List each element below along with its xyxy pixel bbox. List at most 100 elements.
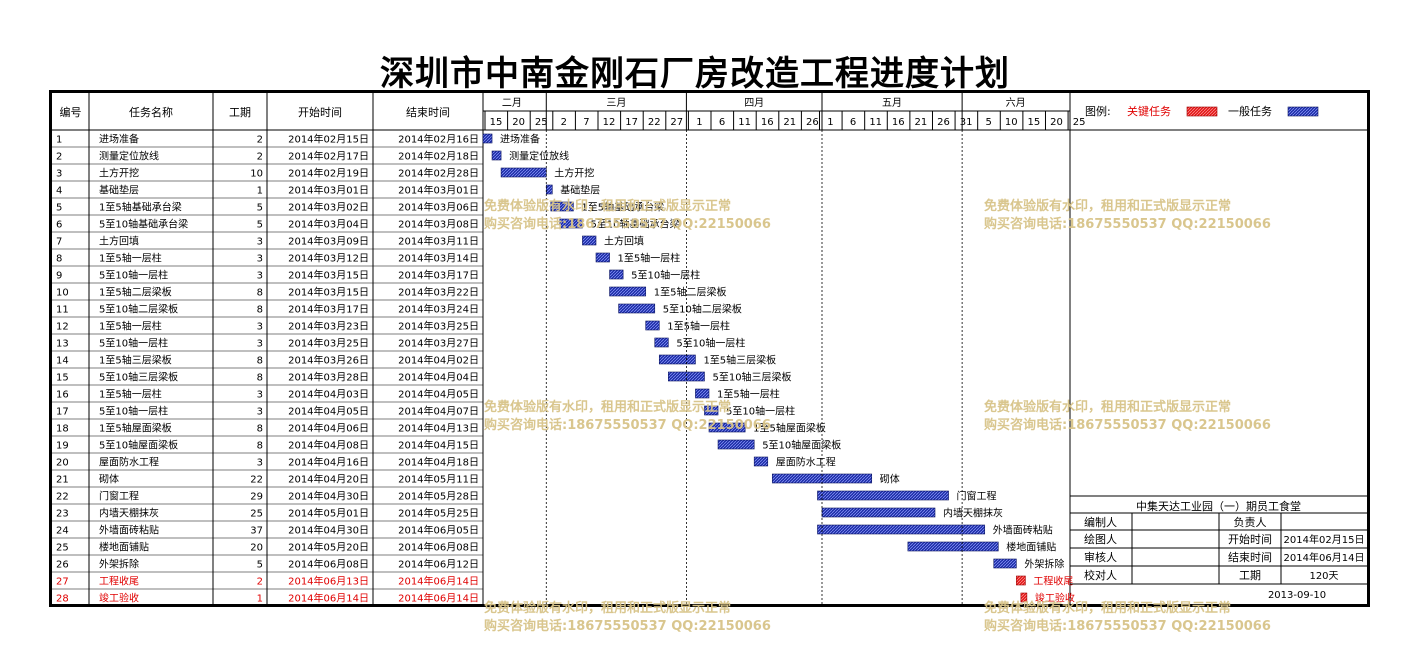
day-tick-label: 22 [648,117,661,128]
task-bar-label: 5至10轴二层梁板 [663,303,742,316]
task-bar [491,150,502,161]
task-bar-label: 5至10轴基础承台梁 [590,218,679,231]
task-duration: 2 [257,152,263,163]
task-bar [609,286,647,297]
task-duration: 2 [257,577,263,588]
task-id: 12 [56,322,69,333]
task-bar [1016,575,1026,586]
task-id: 7 [56,237,62,248]
task-end: 2014年03月22日 [398,286,479,299]
task-bar-label: 1至5轴基础承台梁 [581,201,664,214]
legend-normal-label: 一般任务 [1228,105,1272,118]
task-bar [545,184,553,195]
watermark: 免费体验版有水印，租用和正式版显示正常 购买咨询电话:18675550537 QQ… [484,399,771,435]
day-tick-label: 5 [985,117,991,128]
task-duration: 10 [250,169,263,180]
task-id: 18 [56,424,69,435]
task-end: 2014年02月16日 [398,133,479,146]
task-bar [907,541,999,552]
task-bar-label: 1至5轴三层梁板 [703,354,776,367]
task-id: 28 [56,594,69,605]
month-label: 四月 [744,97,764,109]
info-value: 2014年02月15日 [1284,533,1365,546]
watermark-line: 购买咨询电话:18675550537 QQ:22150066 [484,418,771,433]
task-start: 2014年04月30日 [288,524,369,537]
task-duration: 1 [257,594,263,605]
task-id: 8 [56,254,62,265]
task-end: 2014年03月17日 [398,269,479,282]
task-id: 17 [56,407,69,418]
day-tick-label: 1 [827,117,833,128]
day-tick-label: 25 [1073,117,1086,128]
task-bar-label: 屋面防水工程 [776,456,836,469]
watermark-line: 购买咨询电话:18675550537 QQ:22150066 [984,217,1271,232]
info-label: 负责人 [1234,515,1267,529]
task-start: 2014年02月17日 [288,150,369,163]
task-start: 2014年04月30日 [288,490,369,503]
task-start: 2014年04月05日 [288,405,369,418]
task-name: 外架拆除 [99,558,139,571]
watermark-line: 免费体验版有水印，租用和正式版显示正常 [484,601,732,616]
task-end: 2014年03月25日 [398,320,479,333]
day-tick-label: 26 [937,117,950,128]
task-bar-label: 5至10轴屋面梁板 [762,439,841,452]
task-bar [708,422,746,433]
task-duration: 29 [250,492,263,503]
day-tick-label: 16 [892,117,905,128]
task-id: 19 [56,441,69,452]
month-label: 二月 [502,97,522,109]
task-id: 4 [56,186,62,197]
task-name: 5至10轴三层梁板 [99,371,178,384]
watermark: 免费体验版有水印，租用和正式版显示正常购买咨询电话:18675550537 QQ… [984,198,1271,234]
task-bar-label: 竣工验收 [1035,592,1075,605]
task-name: 5至10轴屋面梁板 [99,439,178,452]
task-bar-label: 内墙天棚抹灰 [943,507,1003,520]
task-name: 屋面防水工程 [99,456,159,469]
task-name: 内墙天棚抹灰 [99,507,159,520]
task-bar-label: 测量定位放线 [509,150,569,163]
task-duration: 37 [250,526,263,537]
gantt-frame: 二月 三月 四月 五月 六月 15 20 25 2 7 12 17 22 27 1 6 11 16 21 26 1 6 11… [49,90,1370,607]
task-bar [753,456,769,467]
task-name: 1至5轴屋面梁板 [99,422,172,435]
task-bar-label: 进场准备 [500,133,540,146]
info-project: 中集天达工业园（一）期员工食堂 [1136,499,1301,513]
task-duration: 3 [257,339,263,350]
task-start: 2014年03月17日 [288,303,369,316]
task-duration: 3 [257,271,263,282]
watermark-line: 免费体验版有水印，租用和正式版显示正常 [984,400,1232,415]
watermark: 免费体验版有水印，租用和正式版显示正常 购买咨询电话:18675550537 QQ… [484,600,771,636]
task-end: 2014年04月15日 [398,439,479,452]
task-start: 2014年03月02日 [288,201,369,214]
task-bar [654,337,669,348]
task-name: 砌体 [99,474,119,486]
task-start: 2014年04月06日 [288,422,369,435]
task-name: 5至10轴二层梁板 [99,303,178,316]
task-duration: 8 [257,441,263,452]
task-end: 2014年06月08日 [398,541,479,554]
task-name: 1至5轴一层柱 [99,252,162,265]
day-tick-label: 2 [561,117,567,128]
legend-critical-swatch [1186,106,1218,117]
task-bar [1020,592,1028,603]
task-duration: 5 [257,220,263,231]
task-end: 2014年05月11日 [398,473,479,486]
task-end: 2014年03月27日 [398,337,479,350]
task-name: 工程收尾 [99,575,139,588]
task-name: 1至5轴一层柱 [99,388,162,401]
task-bar [595,252,610,263]
task-end: 2014年04月13日 [398,422,479,435]
task-end: 2014年02月18日 [398,150,479,163]
task-id: 1 [56,135,62,146]
task-bar [658,354,696,365]
day-tick-label: 20 [1050,117,1063,128]
day-tick-label: 17 [625,117,638,128]
task-end: 2014年06月12日 [398,558,479,571]
task-bar-label: 土方开挖 [554,167,594,180]
task-end: 2014年04月04日 [398,371,479,384]
watermark-line: 免费体验版有水印，租用和正式版显示正常 [984,199,1232,214]
task-bar-label: 外墙面砖粘贴 [993,524,1053,537]
task-bar [609,269,624,280]
column-header: 开始时间 [298,105,342,119]
task-start: 2014年02月19日 [288,167,369,180]
